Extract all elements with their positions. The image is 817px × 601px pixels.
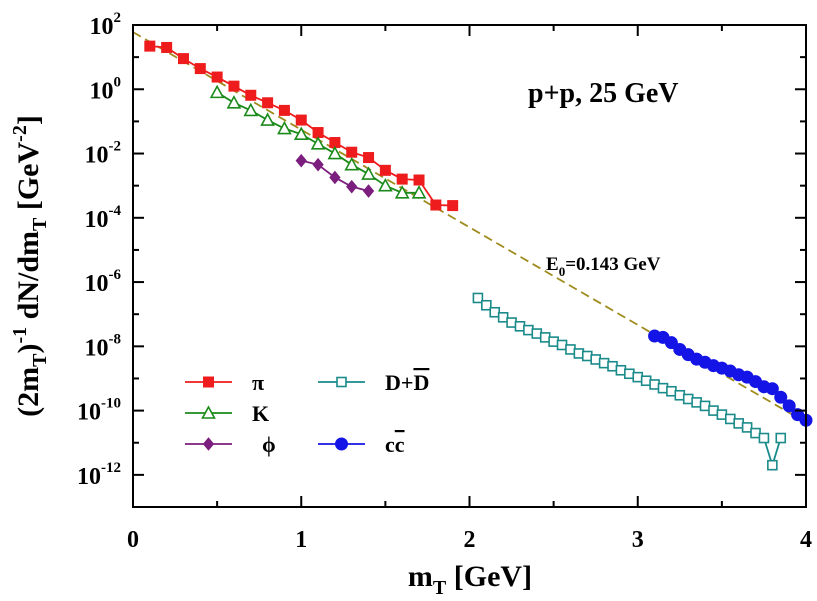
x-tick-label: 1 [295,527,307,553]
data-point [430,199,442,211]
legend-entry: π [185,370,264,395]
legend-marker [202,437,215,451]
x-tick-label: 0 [127,527,139,553]
y-axis-title: (2mT)-1 dN/dmT [GeV-2] [9,115,51,417]
series-3 [472,292,787,471]
data-point [310,136,326,150]
data-point [411,185,427,199]
data-point [278,104,290,116]
data-point [741,422,753,433]
legend-marker [201,405,216,419]
series-4 [648,329,813,427]
ticks-layer [132,24,807,508]
y-tick-label: 10-6 [85,267,122,297]
data-point [346,146,358,158]
data-point [277,120,292,135]
data-point [346,179,358,194]
collision-annotation: p+p, 25 GeV [528,78,679,109]
y-tick-label: 10-12 [77,460,121,490]
x-tick-label: 3 [632,527,644,553]
data-point [378,177,393,192]
data-point [361,166,376,180]
x-tick-label: 4 [800,527,812,553]
y-tick-label: 10-2 [85,139,122,169]
data-point [243,102,259,117]
data-point [295,153,307,168]
data-point [194,63,206,75]
legend-label: ϕ [262,432,276,457]
legend-label: K [252,401,269,426]
data-point [765,382,779,396]
legend-entry: ϕ [185,432,276,457]
data-point [379,164,391,176]
data-point [161,41,173,53]
data-point [260,112,275,126]
data-point [211,71,223,83]
x-tick-label: 2 [464,527,476,553]
y-tick-label: 10-4 [85,203,122,233]
data-point [344,157,360,171]
data-point [312,127,324,139]
y-tick-label: 100 [90,74,122,104]
data-point [363,152,375,164]
data-point [293,126,309,140]
data-point [472,292,484,304]
data-point [774,390,788,404]
y-tick-label: 102 [90,10,122,40]
fit-label: E0=0.143 GeV [546,254,661,279]
data-point [447,200,459,212]
legend-marker [203,376,214,388]
data-point [481,299,492,311]
data-point [144,40,156,52]
legend-entry: cc [318,432,405,457]
data-point [329,170,341,185]
legend-entry: D+D [318,370,429,395]
data-point [396,173,408,185]
data-point [394,185,410,199]
x-axis-title: mT [GeV] [408,560,532,599]
data-point [177,53,189,65]
data-point [413,174,425,186]
series-2 [295,153,375,198]
labels-layer: 0 1 2 3 4 102 100 10-2 10-4 10-6 10-8 10-10 10-12 [77,10,812,553]
data-point [295,114,307,126]
series-0 [144,40,459,212]
y-tick-label: 10-10 [77,396,121,426]
series-layer [144,40,813,471]
data-point [775,432,787,444]
data-point [228,80,240,92]
legend-marker [335,437,348,451]
data-point [262,97,274,109]
y-tick-label: 10-8 [85,331,122,361]
series-1 [209,84,427,199]
legend-marker [336,376,347,388]
legend-label: cc [385,432,405,457]
legend-label: π [252,370,264,395]
data-point [758,432,770,444]
legend: πKϕ D+D cc [185,370,429,457]
data-point [245,89,257,101]
data-point [664,336,678,350]
data-point [327,145,343,160]
data-point [312,157,324,172]
legend-label: D+D [385,370,429,395]
data-point [782,399,796,413]
data-point [226,95,242,109]
data-point [209,84,225,99]
data-point [767,459,778,471]
data-point [362,184,375,198]
legend-entry: K [185,401,269,426]
